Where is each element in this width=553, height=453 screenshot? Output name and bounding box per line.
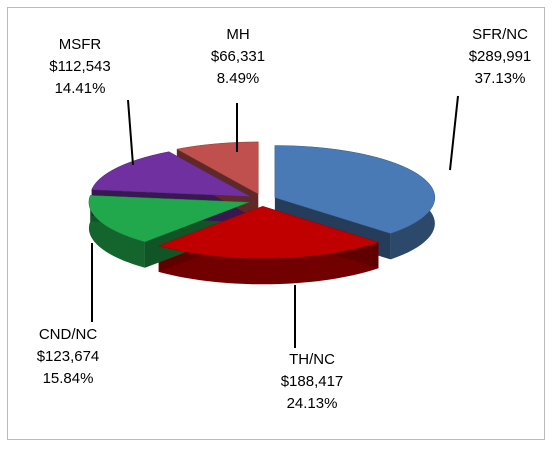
leader-line bbox=[127, 99, 134, 166]
slice bbox=[176, 141, 259, 195]
slice-label: TH/NC bbox=[289, 351, 335, 368]
slice-side bbox=[88, 195, 145, 268]
slice-label: MH bbox=[226, 26, 249, 43]
slice bbox=[157, 206, 380, 259]
percent-label: 37.13% bbox=[475, 70, 526, 87]
percent-label: 24.13% bbox=[287, 395, 338, 412]
slice-label: CND/NC bbox=[39, 326, 97, 343]
slice-label: MSFR bbox=[59, 36, 102, 53]
percent-label: 15.84% bbox=[43, 370, 94, 387]
slice bbox=[88, 195, 250, 243]
slice bbox=[274, 145, 436, 234]
value-label: $188,417 bbox=[281, 373, 344, 390]
slice-label: SFR/NC bbox=[472, 26, 528, 43]
value-label: $112,543 bbox=[49, 58, 110, 75]
percent-label: 14.41% bbox=[55, 80, 106, 97]
leader-line bbox=[449, 95, 459, 171]
value-label: $123,674 bbox=[37, 348, 100, 365]
value-label: $289,991 bbox=[469, 48, 532, 65]
slice bbox=[91, 151, 251, 197]
value-label: $66,331 bbox=[211, 48, 265, 65]
slice-side bbox=[158, 242, 379, 285]
percent-label: 8.49% bbox=[217, 70, 260, 87]
